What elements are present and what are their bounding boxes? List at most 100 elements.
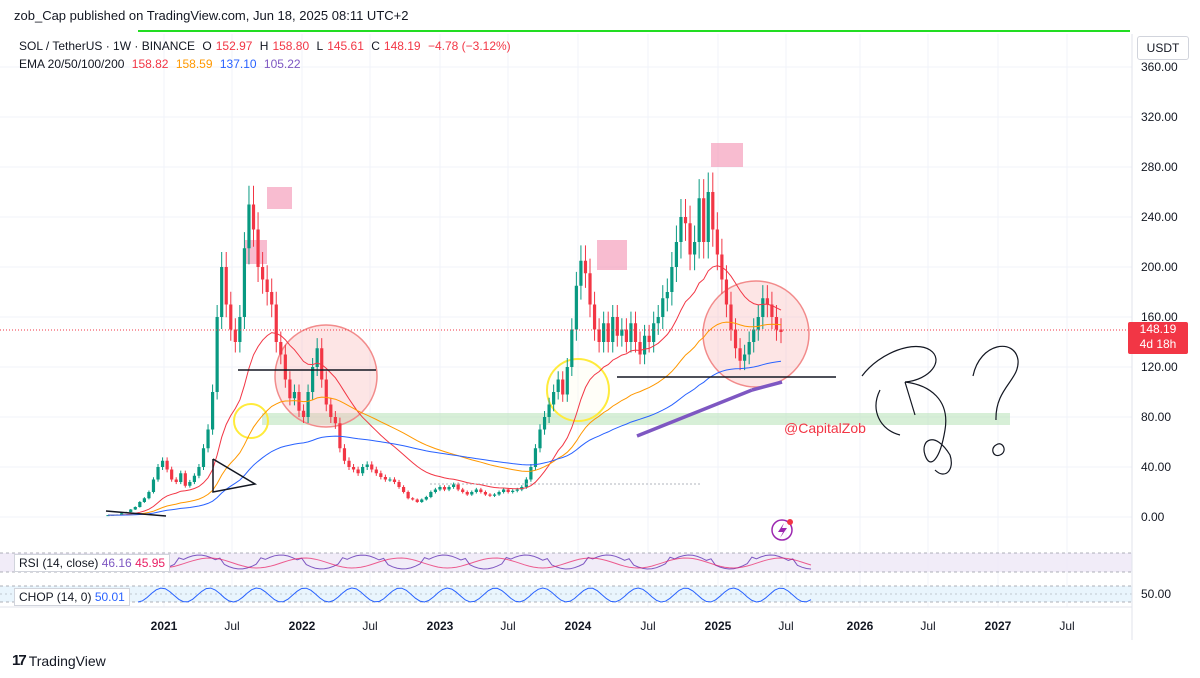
- ema200-highlight: [636, 388, 753, 438]
- lightning-icon[interactable]: [771, 519, 793, 541]
- candle: [747, 331, 751, 365]
- candle: [129, 509, 133, 513]
- candle: [120, 513, 124, 515]
- x-tick-5: Jul: [500, 619, 515, 633]
- y-tick-6: 240.00: [1141, 210, 1178, 224]
- candle: [693, 225, 697, 271]
- candle: [752, 318, 756, 353]
- candle: [670, 252, 674, 306]
- candle: [524, 477, 528, 489]
- peak-box-3: [597, 240, 627, 270]
- candle: [133, 506, 137, 510]
- x-tick-9: Jul: [778, 619, 793, 633]
- ema20-line: [108, 265, 782, 516]
- time-axis[interactable]: 2021 Jul 2022 Jul 2023 Jul 2024 Jul 2025 Jul 2026 J…: [0, 606, 1132, 633]
- candle: [238, 305, 242, 353]
- candle: [565, 358, 569, 402]
- candle: [420, 498, 424, 503]
- rsi-ma-line: [137, 557, 812, 569]
- candle: [770, 291, 774, 329]
- candle: [620, 318, 624, 347]
- y-tick-7: 280.00: [1141, 160, 1178, 174]
- candle: [642, 324, 647, 365]
- candle: [361, 464, 365, 476]
- candle: [779, 318, 783, 344]
- candle: [756, 305, 760, 341]
- candle: [288, 371, 292, 406]
- ema-label[interactable]: EMA 20/50/100/200: [19, 57, 125, 71]
- candle: [388, 477, 392, 482]
- candle: [329, 397, 333, 423]
- rsi-label: RSI (14, close): [19, 556, 99, 570]
- rsi-value: 46.16: [101, 556, 132, 570]
- candle: [429, 490, 433, 499]
- candle: [602, 311, 606, 353]
- chop-legend[interactable]: CHOP (14, 0) 50.01: [14, 588, 130, 606]
- candle: [474, 487, 478, 494]
- candle: [220, 252, 224, 329]
- rsi-legend[interactable]: RSI (14, close) 46.16 45.95: [14, 554, 171, 572]
- candle: [533, 444, 538, 470]
- candle: [151, 477, 156, 494]
- candle: [174, 477, 178, 485]
- candle: [210, 384, 215, 435]
- candle: [497, 490, 501, 496]
- candle: [438, 485, 442, 492]
- candle: [324, 371, 328, 412]
- currency-button[interactable]: USDT: [1137, 36, 1189, 60]
- candle: [160, 457, 165, 470]
- candle: [597, 318, 601, 353]
- top-accent-line: [138, 30, 1130, 32]
- candle: [561, 371, 565, 402]
- candle: [147, 490, 151, 500]
- close-label: C: [371, 39, 380, 53]
- ema-legend: EMA 20/50/100/200 158.82 158.59 137.10 1…: [19, 57, 305, 71]
- ema20-value: 158.82: [131, 57, 169, 71]
- candle: [606, 311, 610, 353]
- x-tick-2: 2022: [289, 619, 316, 633]
- ema100-value: 137.10: [219, 57, 257, 71]
- price-axis[interactable]: 0.00 40.00 80.00 120.00 160.00 200.00 240.00 28…: [1131, 34, 1178, 640]
- x-tick-10: 2026: [847, 619, 874, 633]
- chop-label: CHOP (14, 0): [19, 590, 92, 604]
- candle: [743, 344, 747, 371]
- candle: [720, 238, 724, 294]
- candle: [292, 384, 297, 406]
- last-price-tag: 148.19 4d 18h: [1128, 322, 1188, 354]
- candle: [265, 265, 269, 306]
- candle: [411, 497, 415, 501]
- candle: [483, 490, 488, 496]
- y-tick-1: 40.00: [1141, 460, 1171, 474]
- candle: [306, 384, 310, 423]
- symbol-label[interactable]: SOL / TetherUS · 1W · BINANCE: [19, 39, 196, 53]
- candle: [247, 185, 251, 265]
- candle: [279, 331, 283, 365]
- candle: [320, 338, 324, 388]
- candle: [674, 225, 679, 282]
- candle: [165, 457, 169, 473]
- candle: [433, 487, 438, 494]
- candle: [201, 444, 206, 470]
- candle: [556, 371, 560, 400]
- circle-yellow-2021: [233, 403, 269, 439]
- y-tick-0: 0.00: [1141, 510, 1165, 524]
- candle: [397, 479, 401, 489]
- tv-logo-icon: 17: [12, 652, 27, 669]
- tradingview-logo[interactable]: 17 TradingView: [12, 652, 106, 669]
- x-tick-11: Jul: [920, 619, 935, 633]
- ema200-value: 105.22: [263, 57, 301, 71]
- high-label: H: [259, 39, 269, 53]
- x-tick-6: 2024: [565, 619, 592, 633]
- x-tick-12: 2027: [985, 619, 1012, 633]
- close-value: 148.19: [383, 39, 421, 53]
- candle: [733, 318, 738, 359]
- circle-yellow-2024: [546, 358, 610, 422]
- candle: [574, 271, 578, 341]
- tv-brand: TradingView: [28, 652, 106, 669]
- candle: [661, 285, 665, 329]
- x-tick-1: Jul: [224, 619, 239, 633]
- publish-header: zob_Cap published on TradingView.com, Ju…: [14, 8, 409, 23]
- candle: [192, 473, 196, 485]
- candle: [374, 466, 378, 476]
